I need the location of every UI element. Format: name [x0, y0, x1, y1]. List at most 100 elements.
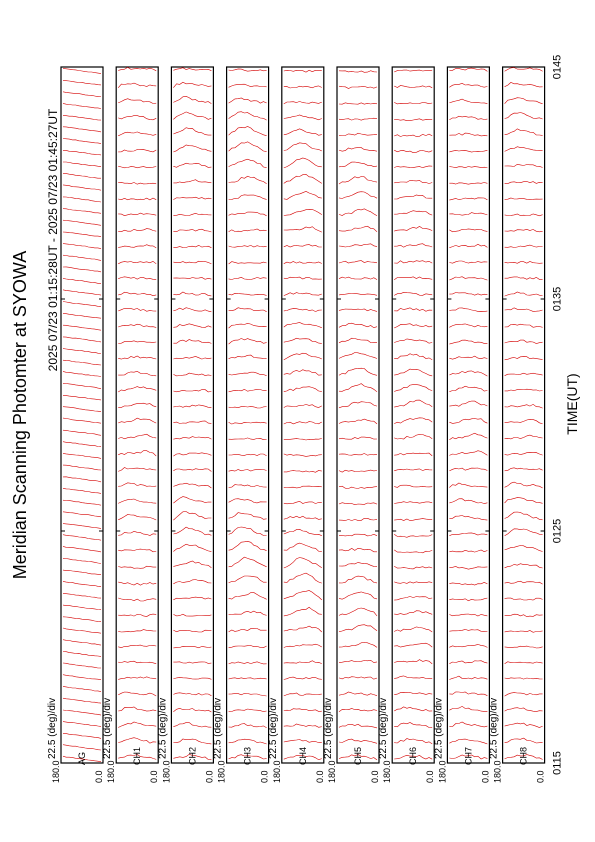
scan-trace — [449, 182, 488, 185]
scan-trace — [449, 355, 488, 360]
scan-trace — [63, 161, 102, 167]
scan-trace — [228, 194, 267, 200]
scan-trace — [173, 228, 212, 233]
scan-trace — [118, 581, 157, 586]
scan-trace — [62, 674, 102, 680]
scan-trace — [394, 260, 433, 264]
scan-trace — [228, 677, 267, 680]
scan-trace — [173, 629, 212, 633]
scan-trace — [228, 453, 267, 457]
scan-trace — [504, 418, 543, 425]
scan-trace — [338, 276, 378, 280]
panel-ch6: 180.0 0.0 CH6 22.5 (deg)/div — [378, 66, 435, 783]
scan-trace — [118, 115, 157, 121]
scan-trace — [449, 418, 488, 424]
scan-trace — [118, 370, 157, 377]
scan-trace — [504, 339, 543, 344]
scan-trace — [173, 482, 212, 489]
y-top-label: 180.0 — [437, 760, 447, 783]
trace-group — [504, 67, 543, 760]
scan-trace — [449, 467, 488, 472]
scan-trace — [118, 676, 157, 680]
scan-trace — [283, 85, 322, 89]
scan-trace — [449, 613, 488, 617]
channel-label: CH5 — [353, 747, 363, 765]
scan-trace — [173, 645, 212, 649]
panel-ag: 180.0 0.0 AG 22.5 (deg)/div — [47, 66, 104, 783]
scan-trace — [504, 388, 543, 392]
scan-trace — [283, 643, 322, 648]
panel-frame — [502, 66, 546, 764]
scan-trace — [228, 406, 267, 409]
time-tick-0135: 0135 — [552, 287, 564, 311]
scan-trace — [283, 453, 322, 457]
scan-trace — [338, 708, 378, 713]
scan-trace — [283, 485, 322, 489]
scan-trace — [394, 738, 433, 745]
scan-trace — [228, 754, 267, 760]
scan-trace — [62, 68, 102, 74]
scan-trace — [449, 67, 488, 72]
scan-trace — [62, 755, 102, 762]
scan-trace — [338, 337, 378, 344]
scan-trace — [62, 464, 102, 471]
scan-trace — [228, 627, 267, 633]
scan-trace — [283, 542, 322, 552]
scan-trace — [173, 95, 212, 104]
scan-trace — [173, 579, 212, 585]
scan-trace — [338, 117, 378, 121]
scan-trace — [504, 754, 543, 760]
scan-trace — [62, 476, 102, 483]
scan-trace — [118, 276, 157, 280]
time-tick-0125: 0125 — [552, 519, 564, 543]
scan-trace — [394, 149, 433, 154]
scan-trace — [394, 338, 433, 344]
scan-trace — [118, 530, 157, 536]
panel-frame — [115, 66, 159, 764]
scan-trace — [394, 581, 433, 584]
scan-trace — [62, 569, 102, 575]
scan-trace — [338, 436, 378, 440]
scan-trace — [228, 83, 267, 88]
y-top-label: 180.0 — [106, 760, 116, 783]
trace-group — [394, 69, 433, 760]
scan-trace — [228, 68, 267, 72]
scan-trace — [394, 118, 433, 121]
scan-trace — [118, 98, 157, 104]
scan-trace — [504, 163, 543, 168]
scan-trace — [394, 194, 433, 200]
scan-trace — [449, 566, 488, 570]
scale-label: 22.5 (deg)/div — [213, 698, 224, 759]
scan-trace — [62, 115, 102, 121]
scale-label: 22.5 (deg)/div — [433, 698, 444, 759]
scan-trace — [394, 659, 433, 665]
channel-label: CH8 — [519, 747, 529, 765]
panel-frame — [336, 66, 380, 764]
channel-label: CH4 — [298, 747, 308, 765]
scan-trace — [394, 133, 433, 137]
scan-trace — [173, 596, 212, 601]
scan-trace — [338, 70, 378, 73]
scan-trace — [62, 208, 102, 214]
scan-trace — [394, 102, 433, 105]
chart-subtitle: 2025 07/23 01:15:28UT - 2025 07/23 01:45… — [46, 108, 60, 371]
scan-trace — [449, 370, 488, 377]
scan-trace — [449, 385, 488, 392]
scan-trace — [338, 85, 378, 89]
scan-trace — [283, 515, 322, 520]
scan-trace — [173, 511, 212, 521]
scale-label: 22.5 (deg)/div — [323, 698, 334, 759]
scan-trace — [504, 528, 543, 537]
scan-trace — [394, 384, 433, 392]
scale-label: 22.5 (deg)/div — [489, 698, 500, 759]
scan-trace — [173, 291, 212, 297]
scan-trace — [449, 339, 488, 345]
scan-trace — [338, 691, 378, 696]
scan-trace — [62, 278, 101, 284]
scan-trace — [504, 481, 543, 489]
scan-trace — [394, 706, 433, 712]
channel-label: AG — [77, 752, 87, 765]
scan-trace — [449, 98, 488, 104]
scan-trace — [338, 147, 378, 152]
